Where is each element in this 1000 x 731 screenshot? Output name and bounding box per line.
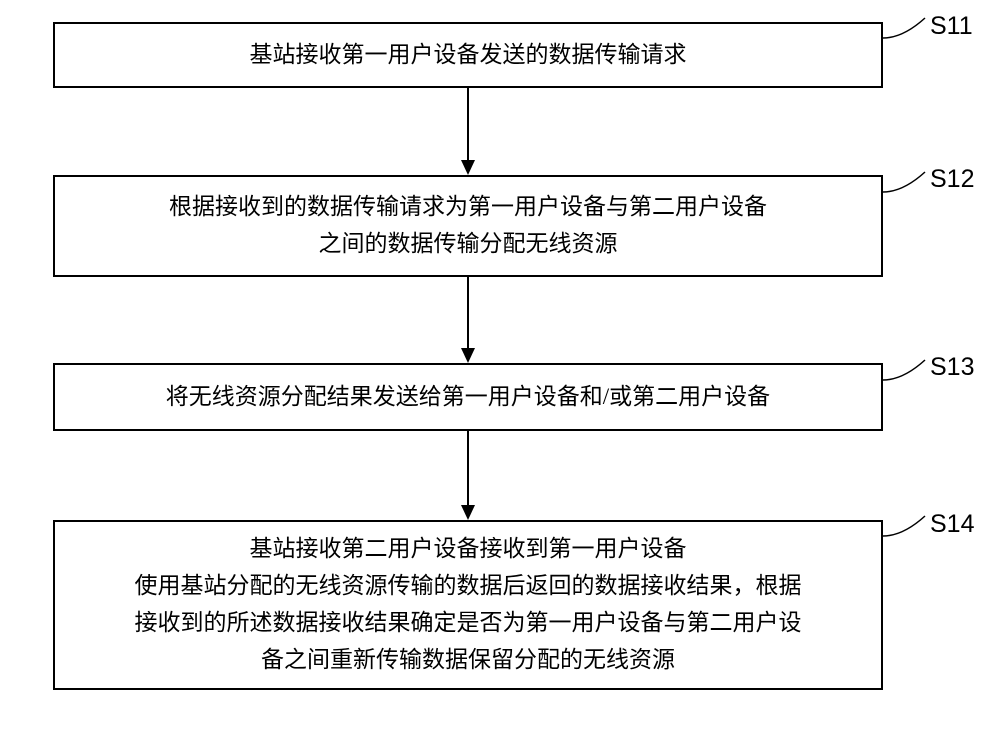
leader-line-s12 [883, 168, 933, 198]
step-label-s12: S12 [930, 165, 974, 194]
flow-node-s13: 将无线资源分配结果发送给第一用户设备和/或第二用户设备 [53, 363, 883, 431]
leader-line-s14 [883, 512, 933, 542]
node-text: 基站接收第二用户设备接收到第一用户设备使用基站分配的无线资源传输的数据后返回的数… [135, 531, 802, 678]
step-label-s14: S14 [930, 510, 974, 539]
step-label-s11: S11 [930, 12, 973, 41]
flow-arrow-1 [458, 88, 478, 177]
flow-node-s11: 基站接收第一用户设备发送的数据传输请求 [53, 22, 883, 88]
node-text: 基站接收第一用户设备发送的数据传输请求 [250, 37, 687, 74]
leader-line-s13 [883, 356, 933, 386]
node-text: 将无线资源分配结果发送给第一用户设备和/或第二用户设备 [166, 379, 770, 416]
step-label-s13: S13 [930, 353, 974, 382]
flow-arrow-3 [458, 431, 478, 522]
flow-node-s12: 根据接收到的数据传输请求为第一用户设备与第二用户设备之间的数据传输分配无线资源 [53, 175, 883, 277]
flow-node-s14: 基站接收第二用户设备接收到第一用户设备使用基站分配的无线资源传输的数据后返回的数… [53, 520, 883, 690]
flowchart-container: 基站接收第一用户设备发送的数据传输请求 S11 根据接收到的数据传输请求为第一用… [0, 0, 1000, 731]
flow-arrow-2 [458, 277, 478, 365]
leader-line-s11 [883, 14, 933, 44]
node-text: 根据接收到的数据传输请求为第一用户设备与第二用户设备之间的数据传输分配无线资源 [169, 189, 767, 263]
